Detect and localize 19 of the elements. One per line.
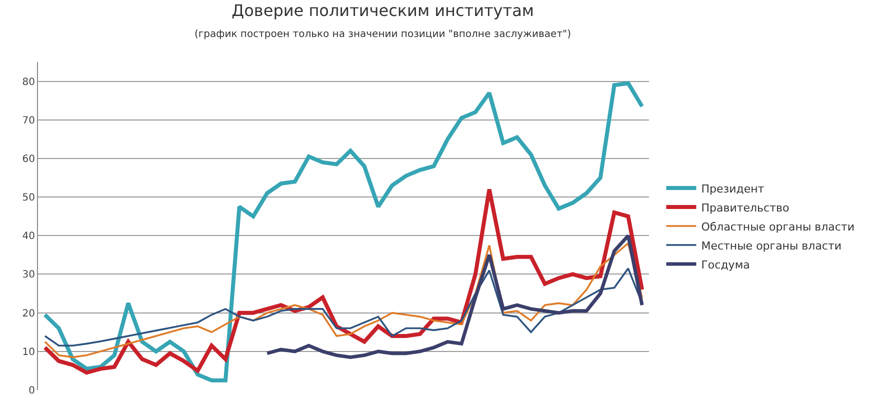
legend-label: Правительство <box>701 201 790 214</box>
y-tick-label: 10 <box>22 346 35 358</box>
y-tick-label: 40 <box>22 231 35 242</box>
legend-label: Областные органы власти <box>701 220 854 234</box>
chart-subtitle: (график построен только на значении позиции "вполне заслуживает") <box>194 28 572 40</box>
chart-title: Доверие политическим институтам <box>232 1 534 20</box>
y-tick-label: 60 <box>22 154 35 165</box>
y-tick-label: 30 <box>22 270 35 281</box>
y-tick-label: 80 <box>22 76 35 88</box>
line-series <box>265 234 644 359</box>
legend-label: Местные органы власти <box>701 239 842 252</box>
legend-label: Госдума <box>701 258 750 272</box>
y-tick-label: 50 <box>22 192 35 204</box>
y-tick-label: 20 <box>22 308 35 320</box>
line-series <box>42 187 644 375</box>
legend-label: Президент <box>701 182 765 196</box>
y-tick-label: 70 <box>22 115 35 126</box>
y-tick-label: 0 <box>28 386 35 396</box>
line-series <box>42 81 644 382</box>
